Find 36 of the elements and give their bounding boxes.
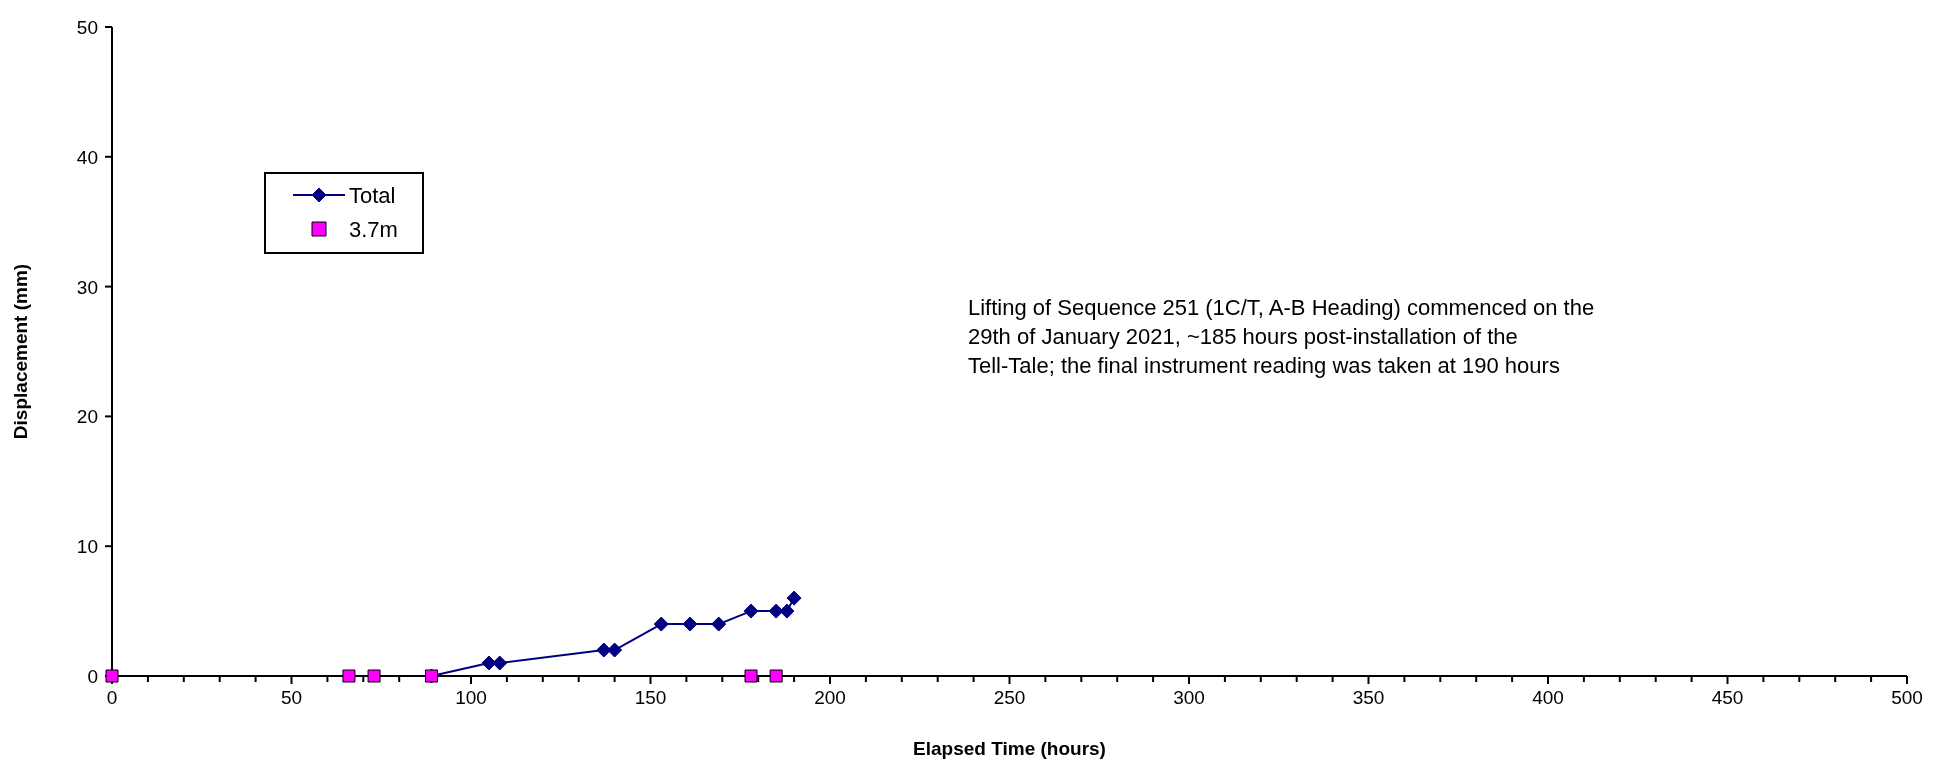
- x-tick-label: 300: [1173, 687, 1205, 708]
- y-tick-label: 20: [76, 406, 98, 428]
- point: [769, 669, 783, 683]
- point: [653, 616, 669, 632]
- point: [682, 616, 698, 632]
- y-tick-label: 40: [76, 146, 98, 168]
- point: [786, 590, 802, 606]
- legend-label: Total: [349, 183, 396, 208]
- point: [596, 642, 612, 658]
- point: [492, 655, 508, 671]
- point: [367, 669, 381, 683]
- x-tick-label: 400: [1532, 687, 1564, 708]
- x-tick-label: 0: [106, 687, 118, 708]
- point: [607, 642, 623, 658]
- point: [779, 603, 795, 619]
- x-tick-label: 450: [1711, 687, 1744, 708]
- point: [743, 603, 759, 619]
- point: [711, 616, 727, 632]
- annotation: Lifting of Sequence 251 (1C/T, A-B Heading) commenced on the 29th of January 2021, ~185 hours post-installation of the Tell-Tale; the final instrument reading was taken at 190 hours: [968, 295, 1595, 378]
- point: [744, 669, 758, 683]
- y-tick-label: 10: [76, 536, 98, 558]
- legend-label: 3.7m: [349, 217, 398, 242]
- y-tick-label: 30: [76, 276, 98, 298]
- x-tick-label: 250: [993, 687, 1026, 708]
- x-tick-label: 100: [455, 687, 487, 708]
- x-tick-label: 50: [280, 687, 303, 708]
- y-tick-label: 0: [87, 666, 98, 687]
- point: [768, 603, 784, 619]
- y-axis-title: Displacement (mm): [10, 263, 31, 440]
- x-tick-label: 500: [1891, 687, 1923, 708]
- x-tick-label: 200: [814, 687, 846, 708]
- point: [342, 669, 356, 683]
- x-tick-label: 150: [634, 687, 667, 708]
- y-tick-label: 50: [76, 17, 98, 38]
- x-tick-label: 350: [1352, 687, 1385, 708]
- x-axis-title: Elapsed Time (hours): [913, 738, 1106, 759]
